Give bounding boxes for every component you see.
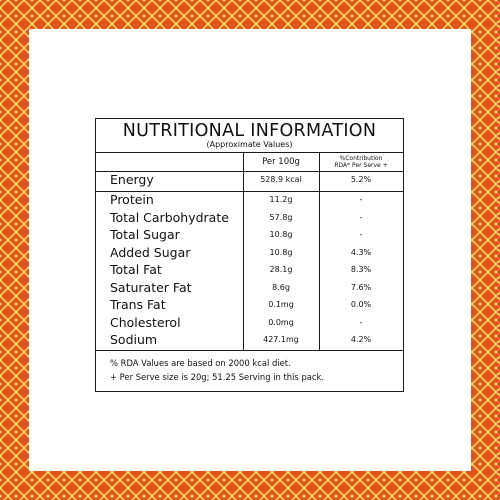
nutrient-value: 28.1g [269,265,293,274]
nutrient-name: Total Sugar [110,227,180,242]
energy-divider [96,191,403,192]
nutrient-value: 10.8g [269,230,293,239]
nutrient-rda: 0.0% [350,300,372,309]
nutrient-rda: 7.6% [350,282,372,292]
nutrient-rda: - [359,212,363,222]
energy-rda: 5.2% [350,175,372,184]
nutrient-name: Sodium [110,332,158,347]
nutrient-rda: 4.2% [350,335,372,344]
column-divider-1-top [243,152,244,191]
nutrient-name: Total Fat [110,262,162,277]
footnote-rda: % RDA Values are based on 2000 kcal diet… [110,358,291,368]
energy-name: Energy [110,172,154,187]
nutrient-rda: 8.3% [350,265,372,274]
header-rda-line1: %Contribution [339,155,383,162]
nutrient-value: 10.8g [269,247,293,257]
nutrient-name: Protein [110,192,154,207]
nutrient-value: 427.1mg [263,335,299,344]
nutrient-name: Cholesterol [110,314,181,330]
nutrient-value: 0.0mg [268,317,294,327]
footnote-divider [96,350,403,351]
title-divider [96,152,403,153]
nutrient-name: Added Sugar [110,244,191,260]
footnote-serving: + Per Serve size is 20g; 51.25 Serving i… [110,372,325,382]
nutrient-rda: - [359,230,363,239]
nutrition-label: NUTRITIONAL INFORMATION (Approximate Val… [95,118,404,392]
label-subtitle: (Approximate Values) [206,140,293,149]
nutrient-value: 8.6g [272,282,290,292]
nutrient-value: 11.2g [269,195,293,204]
column-divider-2-top [319,152,320,191]
nutrient-value: 0.1mg [268,300,294,309]
nutrient-rda: 4.3% [350,247,372,257]
header-rda: %Contribution RDA* Per Serve + [320,155,402,169]
header-per-100g: Per 100g [262,157,300,167]
nutrient-value: 57.8g [269,212,293,222]
nutrient-rda: - [359,317,363,327]
nutrient-name: Saturater Fat [110,279,192,295]
nutrient-name: Total Carbohydrate [110,209,229,225]
nutrient-rda: - [359,195,363,204]
header-rda-line2: RDA* Per Serve + [334,162,388,169]
label-title: NUTRITIONAL INFORMATION [122,121,377,141]
header-divider [96,171,403,172]
energy-value: 528.9 kcal [260,175,302,184]
nutrient-name: Trans Fat [110,297,166,312]
column-divider-1 [243,191,244,350]
column-divider-2 [319,191,320,350]
